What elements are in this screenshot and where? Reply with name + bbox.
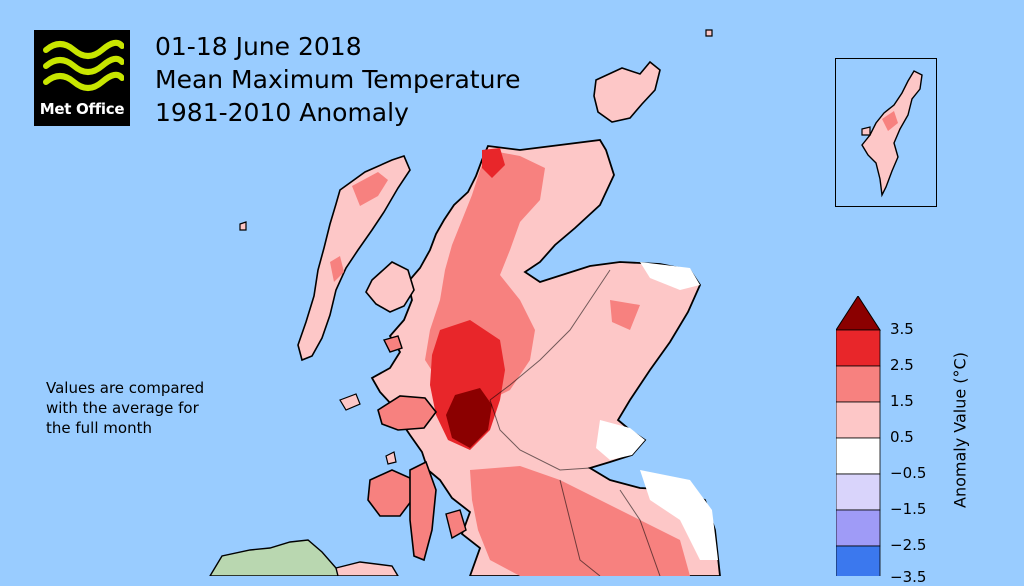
arran: [445, 509, 467, 540]
outer-hebrides: [297, 155, 411, 362]
outer-hebrides-north-patch: [352, 172, 388, 206]
legend-tick: −3.5: [890, 568, 927, 586]
ireland: [209, 539, 341, 576]
ne-patch: [610, 300, 640, 330]
small-isle-3: [239, 221, 247, 231]
argyll-very-hot: [446, 388, 492, 448]
north-coast-cool: [640, 262, 700, 290]
kintyre: [409, 460, 437, 562]
met-office-logo: Met Office: [34, 30, 130, 126]
legend-tick: 3.5: [890, 320, 914, 338]
comparison-note: Values are compared with the average for…: [46, 378, 246, 438]
small-isle-2: [385, 451, 397, 465]
met-office-wave-icon: [43, 39, 124, 91]
boundary-central: [489, 399, 591, 471]
legend-tick: −2.5: [890, 536, 927, 554]
legend-bin: [836, 437, 881, 475]
ireland-north-patch: [335, 561, 399, 576]
small-isle-1: [339, 393, 361, 411]
boundary-highland: [489, 269, 611, 401]
legend-triangle-max: [836, 296, 881, 331]
legend-bin: [836, 329, 881, 367]
legend: [836, 296, 1024, 576]
legend-bin: [836, 401, 881, 439]
title-variable: Mean Maximum Temperature: [155, 65, 521, 94]
note-line: Values are compared: [46, 379, 205, 397]
note-line: the full month: [46, 419, 152, 437]
map-title: 01-18 June 2018 Mean Maximum Temperature…: [155, 30, 521, 129]
legend-bin: [836, 509, 881, 547]
orkney: [593, 60, 661, 123]
mull: [377, 395, 438, 431]
legend-tick: 2.5: [890, 356, 914, 374]
legend-bin: [836, 365, 881, 403]
title-date: 01-18 June 2018: [155, 32, 362, 61]
small-isle-4: [705, 29, 713, 37]
skye: [365, 261, 415, 313]
note-line: with the average for: [46, 399, 199, 417]
islay-jura: [367, 469, 413, 517]
legend-colorbar: [836, 296, 881, 576]
east-coast-cool: [596, 420, 645, 460]
logo-text: Met Office: [39, 100, 125, 118]
shetland-inset: [835, 58, 937, 207]
legend-bin: [836, 473, 881, 511]
east-coast-cool-2: [640, 470, 718, 560]
legend-tick: −0.5: [890, 464, 927, 482]
legend-title: Anomaly Value (°C): [950, 352, 970, 508]
legend-bin: [836, 545, 881, 576]
central-belt-warm: [470, 466, 690, 576]
title-baseline: 1981-2010 Anomaly: [155, 98, 409, 127]
legend-tick: 0.5: [890, 428, 914, 446]
shetland-map: [861, 70, 923, 198]
skye-warm: [482, 148, 505, 178]
outer-hebrides-mid-patch: [330, 256, 344, 282]
legend-tick: −1.5: [890, 500, 927, 518]
boundary-south: [559, 479, 661, 576]
rum-eigg: [382, 335, 403, 353]
legend-tick: 1.5: [890, 392, 914, 410]
